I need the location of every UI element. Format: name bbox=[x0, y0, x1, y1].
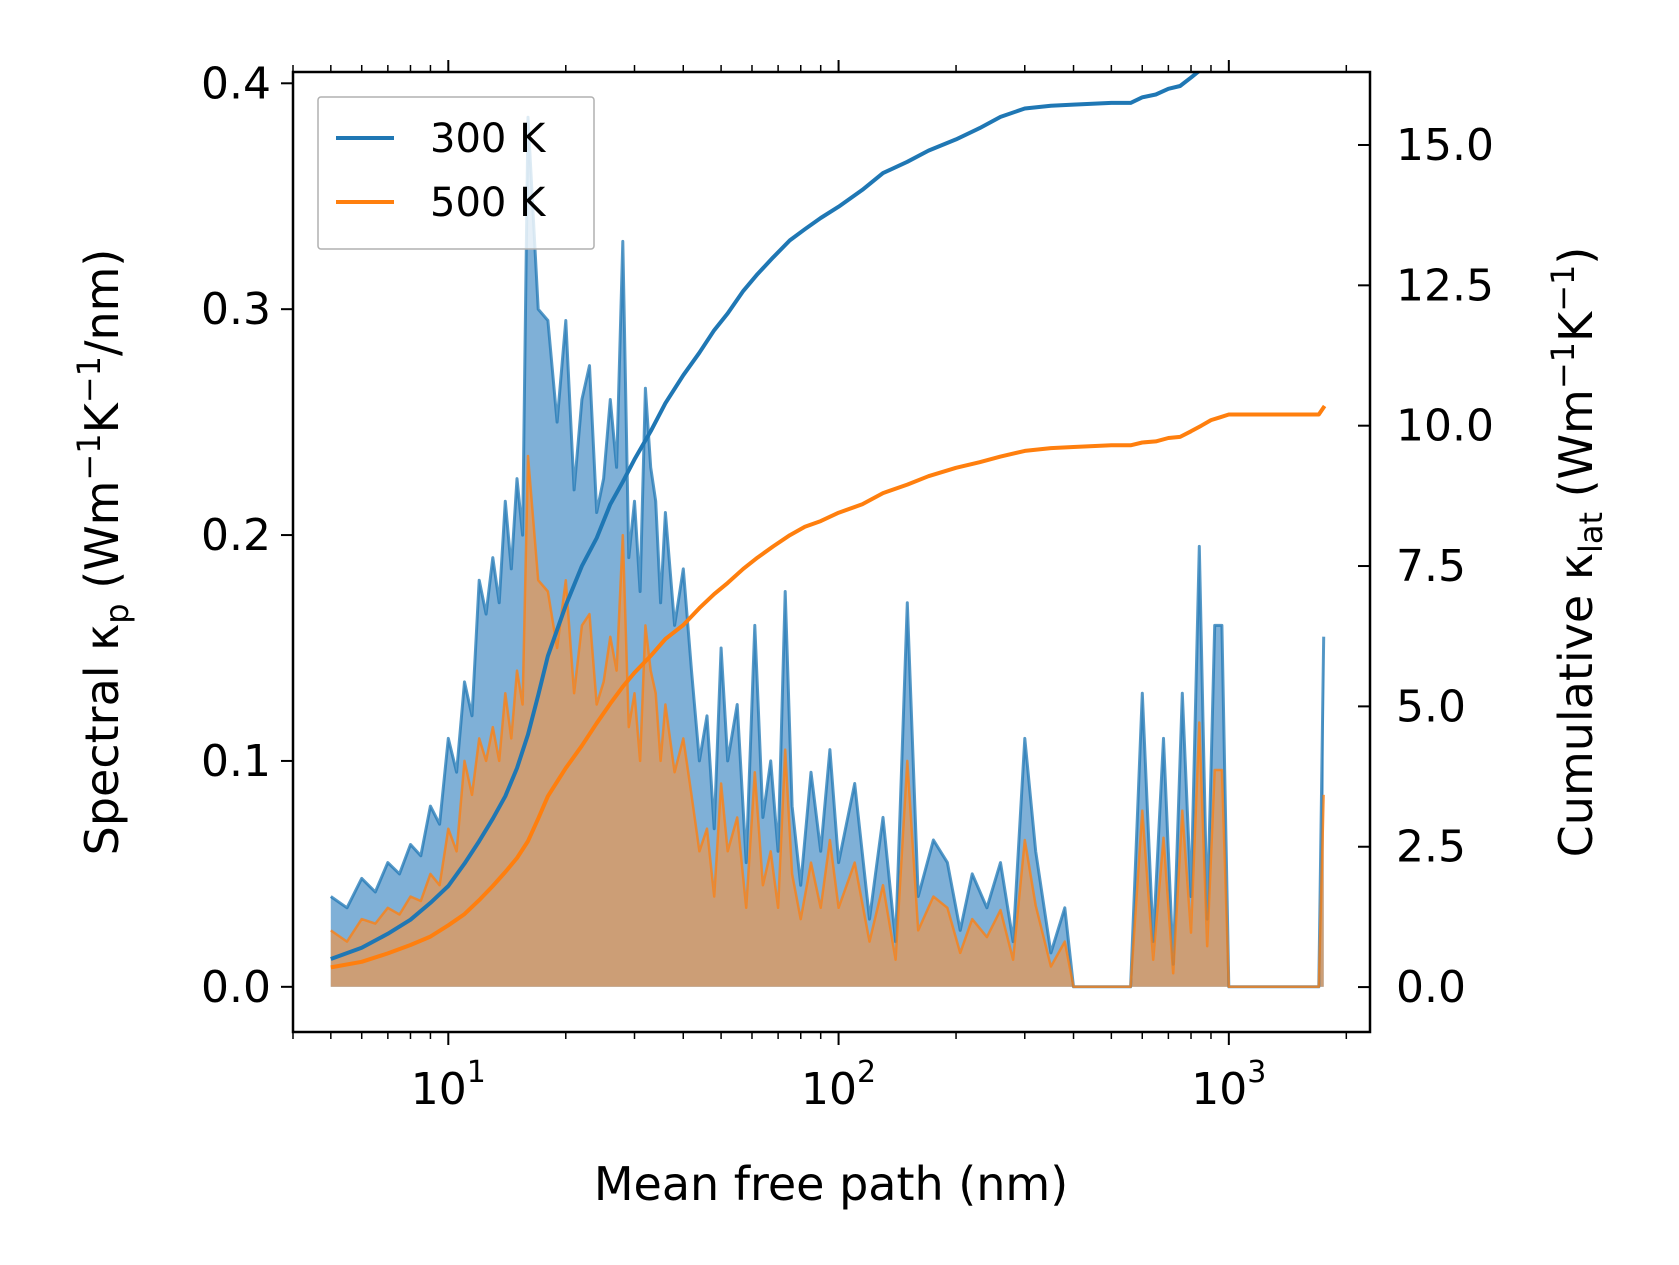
legend: 300 K 500 K bbox=[317, 96, 595, 250]
y-right-tick-label: 12.5 bbox=[1396, 260, 1494, 311]
y-right-tick-label: 5.0 bbox=[1396, 681, 1466, 732]
y-right-title-sup: −1 bbox=[1544, 342, 1582, 389]
spectral-line-300K bbox=[329, 115, 1326, 989]
y-left-tick-label: 0.4 bbox=[201, 58, 271, 109]
legend-label-500K: 500 K bbox=[430, 180, 547, 226]
y-right-tick-label: 2.5 bbox=[1396, 822, 1466, 873]
plot-frame bbox=[291, 70, 1372, 1034]
y-left-axis-title: Spectral κp (Wm−1K−1/nm) bbox=[70, 249, 136, 856]
y-right-title-sup: −1 bbox=[1544, 265, 1582, 312]
cumulative-line-500K bbox=[330, 404, 1327, 970]
legend-label-300K: 300 K bbox=[430, 116, 547, 162]
spectral-area-500K bbox=[330, 456, 1324, 987]
y-left-tick-label: 0.2 bbox=[201, 510, 271, 561]
y-right-tick-label: 10.0 bbox=[1396, 401, 1494, 452]
y-left-title-sup: −1 bbox=[70, 433, 108, 480]
tick-layer: 0.0 0.1 0.2 0.3 0.4 0.0 2.5 5.0 7.5 10.0 12.5 15.0 1… bbox=[201, 58, 1494, 1115]
y-right-axis-title: Cumulative κlat (Wm−1K−1) bbox=[1544, 247, 1610, 858]
x-tick-label: 101 bbox=[411, 1055, 486, 1115]
y-left-tick-label: 0.0 bbox=[201, 962, 271, 1013]
y-left-title-sub: p bbox=[98, 603, 136, 623]
y-left-title-sup: −1 bbox=[70, 356, 108, 403]
y-right-tick-label: 7.5 bbox=[1396, 541, 1466, 592]
spectral-line-500K bbox=[330, 454, 1325, 989]
spectral-area-layer bbox=[329, 72, 1327, 989]
y-left-title-part: (Wm bbox=[75, 481, 129, 604]
y-left-title-part: Spectral κ bbox=[75, 624, 129, 856]
x-tick-label: 102 bbox=[801, 1055, 876, 1115]
y-right-title-part: Cumulative κ bbox=[1549, 553, 1603, 857]
cumulative-line-300K bbox=[330, 72, 1202, 961]
y-right-title-part: ) bbox=[1549, 247, 1603, 265]
y-left-tick-label: 0.3 bbox=[201, 284, 271, 335]
y-right-title-part: (Wm bbox=[1549, 389, 1603, 512]
y-left-title-part: K bbox=[75, 401, 129, 433]
y-left-tick-label: 0.1 bbox=[201, 736, 271, 787]
y-right-tick-label: 0.0 bbox=[1396, 962, 1466, 1013]
x-tick-label: 103 bbox=[1191, 1055, 1266, 1115]
y-left-title-part: /nm) bbox=[75, 249, 129, 356]
legend-box bbox=[317, 96, 595, 250]
y-right-title-part: K bbox=[1549, 310, 1603, 342]
x-axis-title: Mean free path (nm) bbox=[594, 1157, 1068, 1211]
y-right-title-sub: lat bbox=[1572, 512, 1610, 553]
y-right-tick-label: 15.0 bbox=[1396, 120, 1494, 171]
